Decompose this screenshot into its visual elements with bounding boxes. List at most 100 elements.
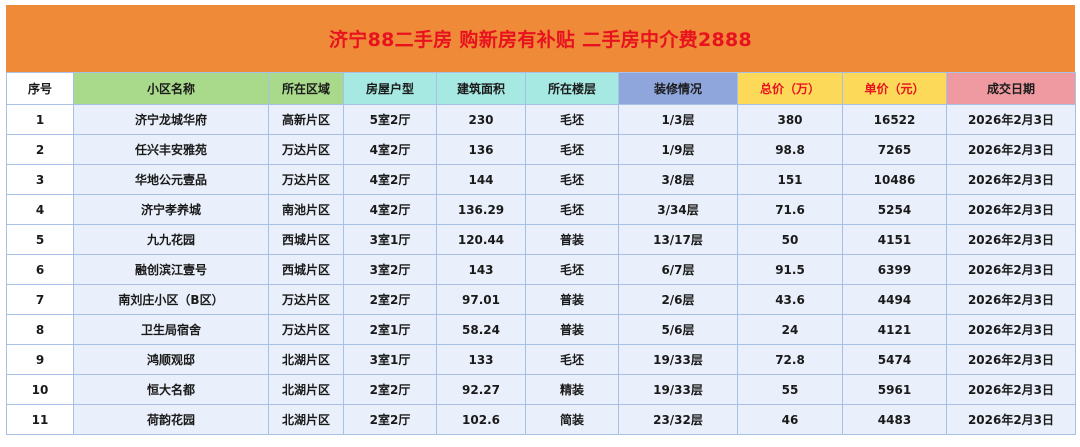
cell-layout: 2室2厅 (343, 374, 437, 405)
cell-total-price: 98.8 (737, 134, 843, 165)
cell-area: 120.44 (436, 224, 526, 255)
cell-community: 荷韵花园 (73, 404, 269, 435)
cell-deal-date: 2026年2月3日 (946, 104, 1076, 135)
header-index: 序号 (6, 72, 74, 105)
cell-total-price: 72.8 (737, 344, 843, 375)
cell-index: 1 (6, 104, 74, 135)
cell-community: 恒大名都 (73, 374, 269, 405)
header-row: 序号 小区名称 所在区域 房屋户型 建筑面积 所在楼层 装修情况 总价（万） 单… (6, 72, 1076, 105)
cell-layout: 2室2厅 (343, 284, 437, 315)
cell-decoration: 1/9层 (618, 134, 738, 165)
cell-community: 华地公元壹品 (73, 164, 269, 195)
cell-decoration: 2/6层 (618, 284, 738, 315)
cell-unit-price: 5474 (842, 344, 947, 375)
cell-total-price: 50 (737, 224, 843, 255)
cell-community: 融创滨江壹号 (73, 254, 269, 285)
cell-decoration: 23/32层 (618, 404, 738, 435)
cell-total-price: 24 (737, 314, 843, 345)
cell-area: 58.24 (436, 314, 526, 345)
header-total-price: 总价（万） (737, 72, 843, 105)
cell-layout: 2室1厅 (343, 314, 437, 345)
cell-area: 97.01 (436, 284, 526, 315)
cell-decoration: 3/34层 (618, 194, 738, 225)
cell-deal-date: 2026年2月3日 (946, 254, 1076, 285)
cell-decoration: 19/33层 (618, 344, 738, 375)
cell-decoration: 13/17层 (618, 224, 738, 255)
cell-community: 任兴丰安雅苑 (73, 134, 269, 165)
cell-total-price: 91.5 (737, 254, 843, 285)
cell-index: 2 (6, 134, 74, 165)
cell-index: 10 (6, 374, 74, 405)
cell-community: 九九花园 (73, 224, 269, 255)
cell-total-price: 380 (737, 104, 843, 135)
cell-floor: 普装 (525, 284, 619, 315)
cell-district: 北湖片区 (268, 344, 344, 375)
cell-total-price: 55 (737, 374, 843, 405)
cell-floor: 简装 (525, 404, 619, 435)
cell-index: 8 (6, 314, 74, 345)
cell-district: 北湖片区 (268, 404, 344, 435)
cell-total-price: 43.6 (737, 284, 843, 315)
cell-area: 136 (436, 134, 526, 165)
cell-layout: 5室2厅 (343, 104, 437, 135)
cell-district: 万达片区 (268, 164, 344, 195)
header-area: 建筑面积 (436, 72, 526, 105)
table-row: 6 融创滨江壹号 西城片区 3室2厅 143 毛坯 6/7层 91.5 6399 2026年2月3… (6, 254, 1076, 285)
table-row: 7 南刘庄小区（B区） 万达片区 2室2厅 97.01 普装 2/6层 43.6 4494 202… (6, 284, 1076, 315)
cell-area: 133 (436, 344, 526, 375)
cell-deal-date: 2026年2月3日 (946, 404, 1076, 435)
header-floor: 所在楼层 (525, 72, 619, 105)
cell-index: 4 (6, 194, 74, 225)
sheet-title: 济宁88二手房 购新房有补贴 二手房中介费2888 (6, 5, 1075, 72)
listing-table: 序号 小区名称 所在区域 房屋户型 建筑面积 所在楼层 装修情况 总价（万） 单… (6, 72, 1076, 435)
cell-deal-date: 2026年2月3日 (946, 194, 1076, 225)
cell-unit-price: 6399 (842, 254, 947, 285)
cell-floor: 毛坯 (525, 254, 619, 285)
cell-deal-date: 2026年2月3日 (946, 314, 1076, 345)
cell-unit-price: 4121 (842, 314, 947, 345)
table-row: 5 九九花园 西城片区 3室1厅 120.44 普装 13/17层 50 4151 2026年2月… (6, 224, 1076, 255)
cell-floor: 毛坯 (525, 344, 619, 375)
cell-district: 南池片区 (268, 194, 344, 225)
cell-deal-date: 2026年2月3日 (946, 374, 1076, 405)
cell-deal-date: 2026年2月3日 (946, 344, 1076, 375)
cell-deal-date: 2026年2月3日 (946, 224, 1076, 255)
cell-unit-price: 16522 (842, 104, 947, 135)
cell-decoration: 1/3层 (618, 104, 738, 135)
table-row: 9 鸿顺观邸 北湖片区 3室1厅 133 毛坯 19/33层 72.8 5474 2026年2月3… (6, 344, 1076, 375)
cell-decoration: 19/33层 (618, 374, 738, 405)
cell-district: 万达片区 (268, 134, 344, 165)
cell-floor: 毛坯 (525, 104, 619, 135)
table-row: 1 济宁龙城华府 高新片区 5室2厅 230 毛坯 1/3层 380 16522 2026年2月3… (6, 104, 1076, 135)
cell-district: 万达片区 (268, 314, 344, 345)
cell-area: 144 (436, 164, 526, 195)
cell-layout: 4室2厅 (343, 194, 437, 225)
cell-floor: 毛坯 (525, 134, 619, 165)
cell-total-price: 46 (737, 404, 843, 435)
cell-deal-date: 2026年2月3日 (946, 164, 1076, 195)
cell-total-price: 71.6 (737, 194, 843, 225)
table-row: 8 卫生局宿舍 万达片区 2室1厅 58.24 普装 5/6层 24 4121 2026年2月3日 (6, 314, 1076, 345)
cell-district: 北湖片区 (268, 374, 344, 405)
cell-district: 西城片区 (268, 224, 344, 255)
cell-floor: 普装 (525, 314, 619, 345)
table-row: 3 华地公元壹品 万达片区 4室2厅 144 毛坯 3/8层 151 10486 2026年2月3… (6, 164, 1076, 195)
cell-index: 6 (6, 254, 74, 285)
header-community: 小区名称 (73, 72, 269, 105)
cell-floor: 普装 (525, 224, 619, 255)
cell-district: 高新片区 (268, 104, 344, 135)
header-district: 所在区域 (268, 72, 344, 105)
cell-layout: 3室1厅 (343, 224, 437, 255)
cell-decoration: 6/7层 (618, 254, 738, 285)
cell-district: 西城片区 (268, 254, 344, 285)
cell-index: 3 (6, 164, 74, 195)
table-row: 2 任兴丰安雅苑 万达片区 4室2厅 136 毛坯 1/9层 98.8 7265 2026年2月3… (6, 134, 1076, 165)
cell-total-price: 151 (737, 164, 843, 195)
cell-index: 5 (6, 224, 74, 255)
table-body: 1 济宁龙城华府 高新片区 5室2厅 230 毛坯 1/3层 380 16522 2026年2月3… (6, 104, 1076, 435)
cell-community: 南刘庄小区（B区） (73, 284, 269, 315)
cell-district: 万达片区 (268, 284, 344, 315)
cell-layout: 3室1厅 (343, 344, 437, 375)
cell-deal-date: 2026年2月3日 (946, 134, 1076, 165)
